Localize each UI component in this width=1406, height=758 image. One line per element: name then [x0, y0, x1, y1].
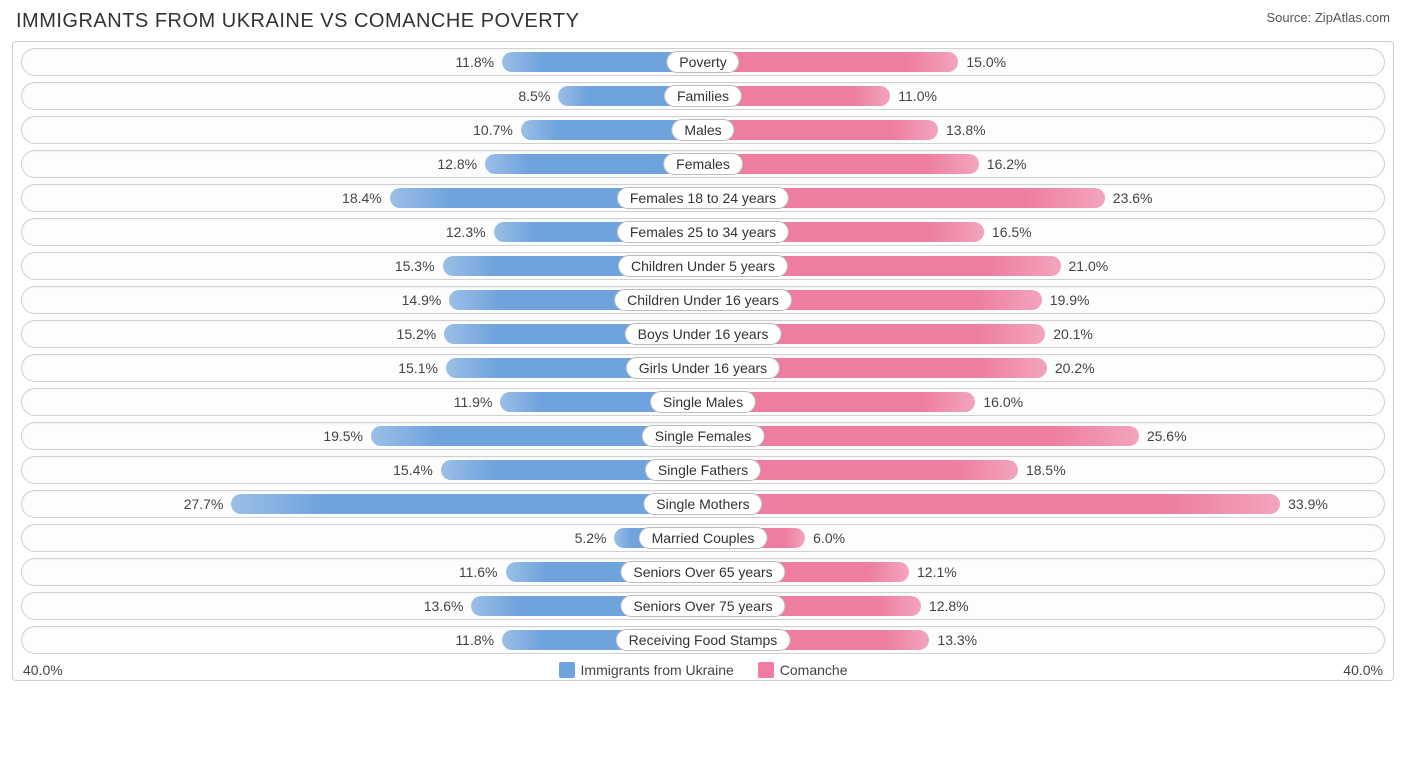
- bar-right: [703, 120, 938, 140]
- chart-source: Source: ZipAtlas.com: [1266, 10, 1390, 25]
- chart-row: 15.2% 20.1% Boys Under 16 years: [21, 320, 1385, 348]
- value-left: 15.2%: [397, 326, 437, 342]
- chart-row: 11.6% 12.1% Seniors Over 65 years: [21, 558, 1385, 586]
- value-left: 14.9%: [402, 292, 442, 308]
- chart-header: IMMIGRANTS FROM UKRAINE VS COMANCHE POVE…: [12, 8, 1394, 41]
- category-label: Males: [671, 119, 734, 141]
- value-right: 16.0%: [983, 394, 1023, 410]
- chart-row: 15.1% 20.2% Girls Under 16 years: [21, 354, 1385, 382]
- value-right: 16.5%: [992, 224, 1032, 240]
- category-label: Receiving Food Stamps: [616, 629, 791, 651]
- category-label: Families: [664, 85, 742, 107]
- value-left: 12.8%: [437, 156, 477, 172]
- value-right: 11.0%: [898, 88, 937, 104]
- value-left: 11.8%: [455, 54, 494, 70]
- value-left: 19.5%: [323, 428, 363, 444]
- legend-label-right: Comanche: [780, 662, 848, 678]
- category-label: Single Mothers: [643, 493, 762, 515]
- value-right: 33.9%: [1288, 496, 1328, 512]
- chart-row: 12.8% 16.2% Females: [21, 150, 1385, 178]
- value-right: 21.0%: [1069, 258, 1109, 274]
- value-left: 11.8%: [455, 632, 494, 648]
- value-right: 18.5%: [1026, 462, 1066, 478]
- value-right: 20.1%: [1053, 326, 1093, 342]
- bar-right: [703, 154, 979, 174]
- chart-row: 11.8% 13.3% Receiving Food Stamps: [21, 626, 1385, 654]
- value-right: 12.8%: [929, 598, 969, 614]
- category-label: Boys Under 16 years: [625, 323, 782, 345]
- value-left: 8.5%: [518, 88, 550, 104]
- chart-row: 8.5% 11.0% Families: [21, 82, 1385, 110]
- legend-label-left: Immigrants from Ukraine: [581, 662, 734, 678]
- chart-rows: 11.8%15.0%Poverty8.5%11.0%Families10.7%1…: [21, 48, 1385, 654]
- value-left: 11.9%: [454, 394, 493, 410]
- chart-row: 11.8% 15.0% Poverty: [21, 48, 1385, 76]
- value-left: 12.3%: [446, 224, 486, 240]
- chart-footer: 40.0% Immigrants from Ukraine Comanche 4…: [21, 660, 1385, 678]
- value-left: 27.7%: [184, 496, 224, 512]
- value-left: 10.7%: [473, 122, 513, 138]
- value-right: 12.1%: [917, 564, 957, 580]
- category-label: Children Under 5 years: [618, 255, 788, 277]
- value-right: 23.6%: [1113, 190, 1153, 206]
- category-label: Married Couples: [639, 527, 768, 549]
- legend-swatch-right: [758, 662, 774, 678]
- value-left: 18.4%: [342, 190, 382, 206]
- chart-row: 18.4% 23.6% Females 18 to 24 years: [21, 184, 1385, 212]
- chart-row: 15.4% 18.5% Single Fathers: [21, 456, 1385, 484]
- value-right: 6.0%: [813, 530, 845, 546]
- category-label: Girls Under 16 years: [626, 357, 780, 379]
- bar-right: [703, 494, 1280, 514]
- category-label: Single Fathers: [645, 459, 761, 481]
- category-label: Seniors Over 75 years: [620, 595, 785, 617]
- legend-item-left: Immigrants from Ukraine: [559, 662, 734, 678]
- value-right: 20.2%: [1055, 360, 1095, 376]
- legend-item-right: Comanche: [758, 662, 848, 678]
- chart-row: 11.9% 16.0% Single Males: [21, 388, 1385, 416]
- chart-row: 12.3% 16.5% Females 25 to 34 years: [21, 218, 1385, 246]
- value-right: 13.8%: [946, 122, 986, 138]
- bar-left: [231, 494, 703, 514]
- chart-row: 27.7% 33.9% Single Mothers: [21, 490, 1385, 518]
- category-label: Single Males: [650, 391, 756, 413]
- value-left: 13.6%: [424, 598, 464, 614]
- legend: Immigrants from Ukraine Comanche: [559, 662, 848, 678]
- chart-row: 15.3% 21.0% Children Under 5 years: [21, 252, 1385, 280]
- category-label: Females 18 to 24 years: [617, 187, 789, 209]
- category-label: Females: [663, 153, 743, 175]
- value-right: 15.0%: [966, 54, 1006, 70]
- bar-right: [703, 52, 958, 72]
- category-label: Children Under 16 years: [614, 289, 792, 311]
- value-left: 5.2%: [575, 530, 607, 546]
- chart-title: IMMIGRANTS FROM UKRAINE VS COMANCHE POVE…: [16, 10, 579, 33]
- legend-swatch-left: [559, 662, 575, 678]
- category-label: Seniors Over 65 years: [620, 561, 785, 583]
- chart-area: 11.8%15.0%Poverty8.5%11.0%Families10.7%1…: [12, 41, 1394, 681]
- value-right: 16.2%: [987, 156, 1027, 172]
- chart-row: 5.2% 6.0% Married Couples: [21, 524, 1385, 552]
- category-label: Single Females: [642, 425, 765, 447]
- bar-right: [703, 426, 1139, 446]
- category-label: Females 25 to 34 years: [617, 221, 789, 243]
- value-left: 11.6%: [459, 564, 498, 580]
- value-right: 13.3%: [937, 632, 977, 648]
- value-right: 25.6%: [1147, 428, 1187, 444]
- category-label: Poverty: [666, 51, 739, 73]
- chart-row: 14.9% 19.9% Children Under 16 years: [21, 286, 1385, 314]
- chart-row: 10.7% 13.8% Males: [21, 116, 1385, 144]
- axis-max-left: 40.0%: [23, 662, 63, 678]
- value-left: 15.3%: [395, 258, 435, 274]
- chart-row: 13.6% 12.8% Seniors Over 75 years: [21, 592, 1385, 620]
- value-left: 15.4%: [393, 462, 433, 478]
- value-right: 19.9%: [1050, 292, 1090, 308]
- value-left: 15.1%: [398, 360, 438, 376]
- chart-row: 19.5% 25.6% Single Females: [21, 422, 1385, 450]
- axis-max-right: 40.0%: [1343, 662, 1383, 678]
